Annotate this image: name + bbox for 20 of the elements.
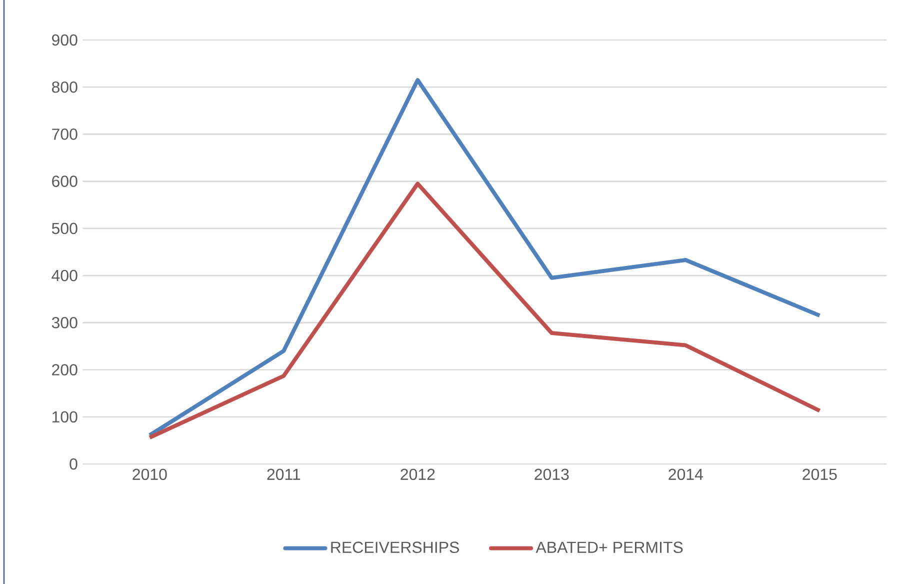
x-tick-label: 2015 (802, 468, 837, 480)
y-tick-label: 200 (52, 364, 78, 376)
y-tick-label: 0 (70, 458, 78, 470)
y-tick-label: 800 (52, 81, 78, 93)
line-series (148, 78, 822, 438)
y-tick-label: 100 (52, 411, 78, 423)
x-tick-label: 2013 (534, 468, 569, 480)
y-tick-label: 400 (52, 270, 78, 282)
x-tick-label: 2014 (668, 468, 703, 480)
x-tick-label: 2010 (132, 468, 167, 480)
y-tick-label: 700 (52, 128, 78, 140)
x-tick-label: 2012 (400, 468, 435, 480)
line-series (148, 182, 822, 440)
legend-label: ABATED+ PERMITS (536, 542, 683, 553)
y-tick-label: 500 (52, 222, 78, 234)
y-tick-label: 900 (52, 34, 78, 46)
y-tick-label: 600 (52, 176, 78, 187)
legend-label: RECEIVERSHIPS (331, 542, 459, 553)
x-tick-label: 2011 (267, 468, 300, 480)
y-tick-label: 300 (52, 316, 78, 328)
